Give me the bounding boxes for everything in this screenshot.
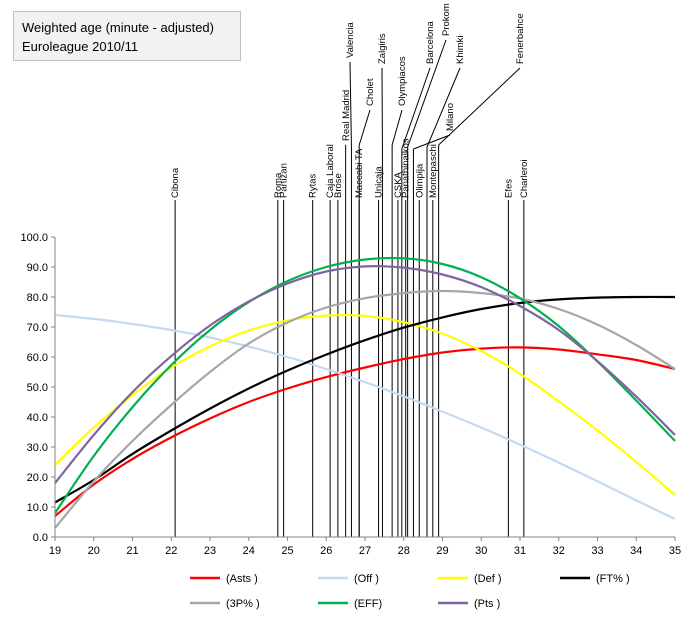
x-tick-label: 22 [165,545,177,557]
series-line [54,256,676,514]
team-marker-leader [438,67,521,146]
series-line [54,313,676,496]
team-marker-leader [401,67,431,150]
team-marker-leader [391,109,403,146]
series-line [54,289,676,529]
team-label: Caja Laboral [325,144,336,198]
x-tick-label: 26 [320,545,332,557]
x-tick-label: 31 [514,545,526,557]
x-tick-label: 33 [591,545,603,557]
y-tick-label: 20.0 [27,472,48,484]
y-tick-label: 40.0 [27,412,48,424]
team-marker-leader [413,134,451,150]
axes: 0.0 10.0 20.0 30.0 40.0 50.0 60.0 70.0 80.0 90.0 1… [20,232,681,557]
legend-label: (Def ) [474,573,502,585]
team-label: Brose [333,173,344,198]
team-label: Olympiacos [397,56,408,106]
team-label: Olimpija [414,163,425,198]
team-label: Panathinaikos [401,138,412,198]
team-label: Roma [273,172,284,198]
legend-label: (Off ) [354,573,379,585]
team-label: Prokom [441,3,452,36]
series-line [54,295,676,504]
team-label: CSKA [393,171,404,198]
y-tick-label: 80.0 [27,292,48,304]
team-marker-leader [426,67,461,148]
y-tick-label: 100.0 [20,232,48,244]
x-tick-label: 24 [243,545,255,557]
team-label: Rytas [308,173,319,198]
team-label: Valencia [345,22,356,58]
series-lines [54,256,676,529]
team-marker-leader [358,109,371,146]
x-tick-label: 34 [630,545,642,557]
x-tick-label: 32 [553,545,565,557]
x-tick-label: 29 [436,545,448,557]
team-marker-leader [349,61,352,148]
x-tick-label: 23 [204,545,216,557]
team-marker-leader [407,39,447,148]
legend-label: (FT% ) [596,573,630,585]
y-tick-label: 90.0 [27,262,48,274]
y-tick-label: 60.0 [27,352,48,364]
legend-label: (Asts ) [226,573,258,585]
chart-title-box: Weighted age (minute - adjusted) Eurolea… [13,11,241,61]
y-tick-label: 70.0 [27,322,48,334]
x-tick-label: 20 [88,545,100,557]
y-tick-label: 0.0 [33,532,48,544]
team-label: Milano [445,103,456,131]
x-tick-label: 30 [475,545,487,557]
team-label: Unicaja [374,166,385,198]
series-line [54,313,676,520]
legend: (Asts ) (Off ) (Def ) (FT% ) (3P% ) (EFF) (Pts… [190,573,630,610]
x-tick-label: 21 [126,545,138,557]
series-line [54,265,676,484]
legend-label: (EFF) [354,598,382,610]
team-label: Barcelona [425,21,436,64]
x-tick-label: 35 [669,545,681,557]
team-label: Khimki [455,35,466,64]
team-label: Zalgiris [377,33,388,64]
team-label: Montepaschi [428,144,439,198]
x-tick-label: 27 [359,545,371,557]
team-label: Cholet [365,78,376,106]
series-line [54,346,676,517]
chart-subtitle: Euroleague 2010/11 [22,39,139,54]
x-tick-label: 19 [49,545,61,557]
x-tick-label: 28 [398,545,410,557]
team-label: Efes [503,179,514,198]
team-label: Fenerbahce [515,13,526,64]
y-tick-label: 50.0 [27,382,48,394]
y-tick-label: 10.0 [27,502,48,514]
legend-label: (3P% ) [226,598,260,610]
team-label: Charleroi [519,159,530,198]
team-label: Partizan [279,163,290,198]
chart-title: Weighted age (minute - adjusted) [22,20,214,35]
y-tick-label: 30.0 [27,442,48,454]
team-label: Real Madrid [341,90,352,141]
legend-label: (Pts ) [474,598,500,610]
team-label: Cibona [170,167,181,198]
x-tick-label: 25 [281,545,293,557]
